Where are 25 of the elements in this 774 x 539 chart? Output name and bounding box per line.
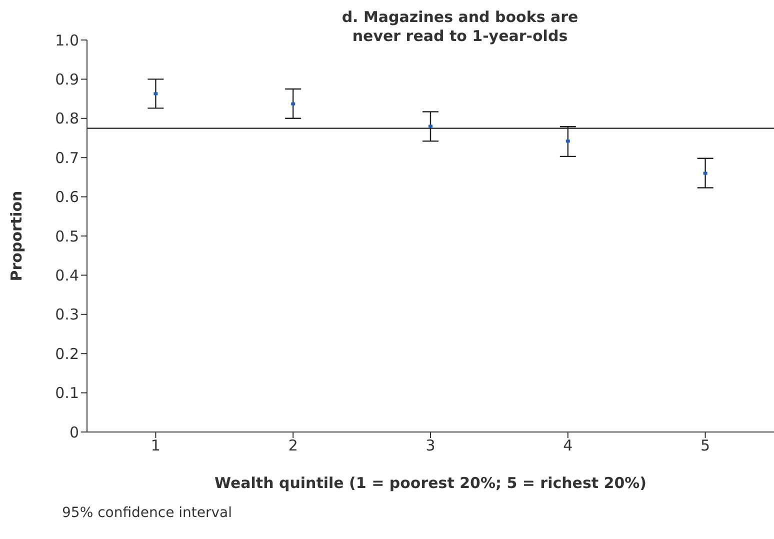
point xyxy=(566,140,570,143)
point xyxy=(291,102,296,106)
x-axis-title: Wealth quintile (1 = poorest 20%; 5 = richest 20%) xyxy=(214,474,647,492)
y-tick-label: 0.6 xyxy=(55,188,79,206)
y-tick-label: 0 xyxy=(69,423,79,442)
text: 95% confidence interval xyxy=(62,505,232,521)
x-tick-label: 5 xyxy=(700,436,710,455)
x-tick-label: 4 xyxy=(563,436,573,455)
y-tick-label: 0.7 xyxy=(55,148,79,167)
point xyxy=(428,124,432,128)
y-tick-label: 0.5 xyxy=(55,227,79,246)
y-tick-label: 0.8 xyxy=(55,110,79,128)
chart-title: d. Magazines and books are never read to 1-year-olds xyxy=(340,8,580,46)
y-tick-label: 0.3 xyxy=(55,306,79,324)
y-axis-title: Proportion xyxy=(7,190,26,282)
x-tick-label: 3 xyxy=(426,436,436,455)
x-tick-label: 2 xyxy=(288,436,298,455)
x-tick-label: 1 xyxy=(150,436,160,455)
y-tick-label: 0.2 xyxy=(55,344,79,363)
point xyxy=(154,92,158,96)
y-tick-label: 0.9 xyxy=(55,70,79,89)
y-tick-label: 0.4 xyxy=(55,266,79,285)
y-tick-label: 0.1 xyxy=(55,384,79,402)
y-tick-label: 1.0 xyxy=(55,31,79,50)
point xyxy=(703,172,708,175)
